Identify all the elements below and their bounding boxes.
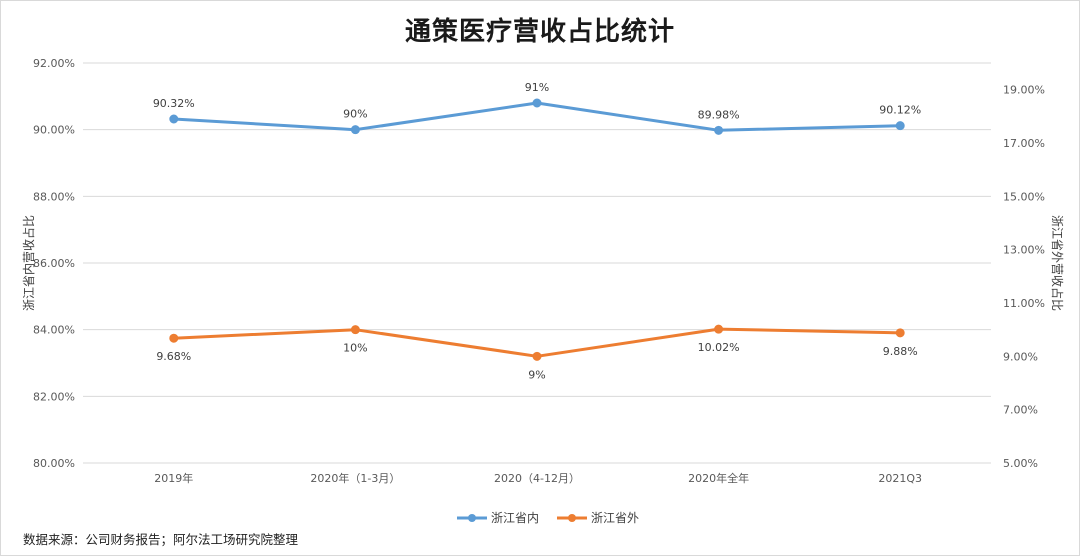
legend-label: 浙江省内 <box>491 511 539 525</box>
x-axis-tick-label: 2021Q3 <box>878 472 922 485</box>
data-point <box>532 98 542 108</box>
data-label: 9.88% <box>883 345 918 358</box>
right-axis-tick-label: 15.00% <box>1003 190 1045 203</box>
data-point <box>350 325 360 335</box>
legend-label: 浙江省外 <box>591 511 639 525</box>
right-axis-tick-label: 19.00% <box>1003 84 1045 97</box>
left-axis-tick-label: 90.00% <box>33 124 75 137</box>
left-axis-title: 浙江省内营收占比 <box>21 215 36 311</box>
left-axis-tick-label: 86.00% <box>33 257 75 270</box>
left-axis-tick-label: 84.00% <box>33 324 75 337</box>
data-point <box>169 333 179 343</box>
chart-canvas: 80.00% 82.00% 84.00% 86.00% 88.00% 90.00% 92.0… <box>21 57 1065 525</box>
data-point <box>895 328 905 338</box>
chart-title: 通策医疗营收占比统计 <box>404 17 675 47</box>
right-axis-title: 浙江省外营收占比 <box>1050 215 1065 311</box>
data-label: 9.68% <box>156 350 191 363</box>
data-point <box>532 351 542 361</box>
x-axis-tick-label: 2020年（1-3月） <box>310 471 400 485</box>
data-label: 89.98% <box>698 108 740 121</box>
data-label: 10% <box>343 342 367 355</box>
right-axis-tick-label: 11.00% <box>1003 297 1045 310</box>
left-axis-tick-label: 80.00% <box>33 457 75 470</box>
data-point <box>895 121 905 131</box>
x-axis-tick-label: 2019年 <box>154 471 193 485</box>
source-note: 数据来源：公司财务报告；阿尔法工场研究院整理 <box>23 532 299 547</box>
right-axis-tick-label: 5.00% <box>1003 457 1038 470</box>
data-label: 90.12% <box>879 104 921 117</box>
x-axis-tick-label: 2020年全年 <box>688 471 749 485</box>
right-axis-tick-label: 7.00% <box>1003 404 1038 417</box>
data-point <box>714 125 724 135</box>
data-point <box>350 125 360 135</box>
left-axis-tick-label: 82.00% <box>33 390 75 403</box>
legend-swatch-marker <box>468 514 476 522</box>
left-axis-tick-label: 92.00% <box>33 57 75 70</box>
right-axis-tick-label: 9.00% <box>1003 350 1038 363</box>
legend-swatch-marker <box>568 514 576 522</box>
right-axis-tick-label: 13.00% <box>1003 244 1045 257</box>
data-point <box>169 114 179 124</box>
right-axis-tick-label: 17.00% <box>1003 137 1045 150</box>
data-label: 90.32% <box>153 97 195 110</box>
left-axis-tick-label: 88.00% <box>33 190 75 203</box>
data-label: 10.02% <box>698 341 740 354</box>
data-point <box>714 324 724 334</box>
x-axis-tick-label: 2020（4-12月） <box>494 472 580 485</box>
data-label: 9% <box>528 368 545 381</box>
data-label: 90% <box>343 108 367 121</box>
data-label: 91% <box>525 81 549 94</box>
